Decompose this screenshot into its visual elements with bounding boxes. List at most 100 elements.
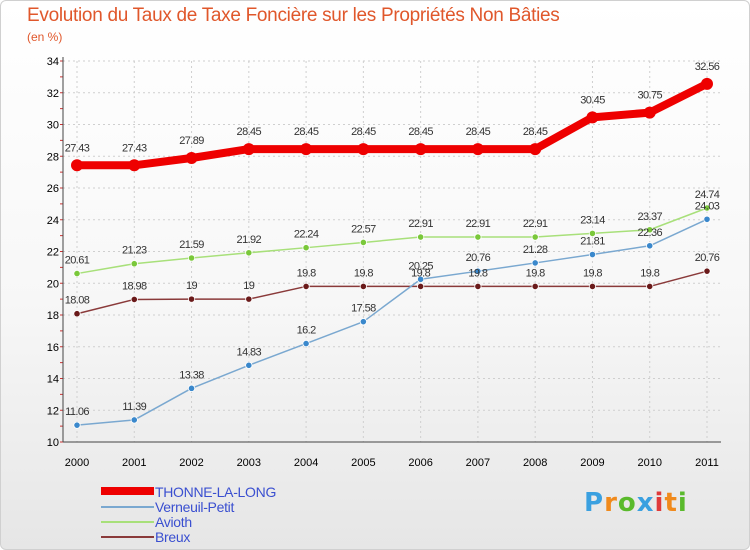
x-tick-label: 2007 xyxy=(466,457,490,469)
x-tick-label: 2006 xyxy=(408,457,432,469)
data-point xyxy=(302,244,310,252)
data-point xyxy=(646,242,654,250)
data-point xyxy=(187,295,196,303)
data-label: 17.58 xyxy=(351,303,376,315)
data-label: 13.38 xyxy=(179,369,204,381)
data-label: 18.98 xyxy=(122,280,147,292)
data-point xyxy=(646,226,654,234)
data-point xyxy=(703,215,711,223)
data-point xyxy=(187,254,196,262)
data-point xyxy=(302,282,310,291)
y-tick-label: 26 xyxy=(47,183,59,195)
y-tick-label: 12 xyxy=(47,405,59,417)
legend-label-0: THONNE-LA-LONG xyxy=(155,484,277,500)
data-point xyxy=(128,159,141,172)
data-point xyxy=(531,233,539,241)
data-label: 22.91 xyxy=(466,218,491,230)
data-label: 19.8 xyxy=(640,267,659,279)
data-label: 27.89 xyxy=(179,135,204,147)
data-point xyxy=(71,159,83,172)
data-label: 19 xyxy=(186,280,198,292)
data-label: 19.8 xyxy=(583,267,602,279)
data-point xyxy=(588,250,597,259)
series-line-3 xyxy=(76,270,708,315)
data-label: 28.45 xyxy=(466,126,491,138)
x-tick-label: 2002 xyxy=(179,457,203,469)
chart-subtitle: (en %) xyxy=(27,30,63,44)
data-label: 21.92 xyxy=(237,234,262,246)
data-label: 20.76 xyxy=(466,252,491,264)
data-point xyxy=(245,361,253,369)
data-label: 19.8 xyxy=(468,267,487,279)
x-tick-label: 2010 xyxy=(637,457,661,469)
data-label: 19.8 xyxy=(297,267,316,279)
data-label: 20.76 xyxy=(695,252,720,264)
data-point xyxy=(586,111,599,124)
data-point xyxy=(531,259,539,267)
logo-letter: o xyxy=(617,488,637,518)
data-point xyxy=(646,282,654,291)
data-label: 19.8 xyxy=(354,267,373,279)
data-point xyxy=(703,204,711,212)
data-point xyxy=(643,106,656,119)
data-point xyxy=(130,260,138,268)
data-label: 30.75 xyxy=(637,90,662,102)
logo-letter: r xyxy=(604,488,618,518)
data-label: 22.91 xyxy=(523,218,548,230)
data-label: 24.74 xyxy=(695,189,720,201)
data-point xyxy=(300,143,313,156)
data-point xyxy=(187,384,196,392)
data-point xyxy=(474,233,482,241)
logo-letter: P xyxy=(584,488,605,518)
logo-letter: x xyxy=(636,488,655,518)
proxiti-logo: Proxiti xyxy=(584,488,688,518)
data-point xyxy=(130,416,138,424)
x-tick-label: 2000 xyxy=(65,457,89,469)
data-point xyxy=(531,282,539,291)
logo-letter: i xyxy=(654,488,665,518)
legend-label-3: Breux xyxy=(155,529,191,545)
y-tick-label: 24 xyxy=(47,215,59,227)
x-tick-label: 2011 xyxy=(695,457,719,469)
data-label: 24.03 xyxy=(695,200,720,212)
data-point xyxy=(245,295,253,303)
series-line-2 xyxy=(76,207,708,275)
data-label: 21.28 xyxy=(523,244,548,256)
data-point xyxy=(588,282,597,291)
data-label: 30.45 xyxy=(580,94,605,106)
y-tick-label: 32 xyxy=(47,88,59,100)
chart-title: Evolution du Taux de Taxe Foncière sur l… xyxy=(27,5,560,26)
data-point xyxy=(701,77,713,90)
y-tick-label: 16 xyxy=(47,342,59,354)
x-tick-label: 2001 xyxy=(122,457,146,469)
data-label: 22.24 xyxy=(294,229,319,241)
legend-swatch-1 xyxy=(101,506,154,508)
data-label: 23.14 xyxy=(580,214,605,226)
data-point xyxy=(414,143,427,156)
data-point xyxy=(245,249,253,257)
y-tick-label: 28 xyxy=(47,151,59,163)
data-label: 19.8 xyxy=(411,267,430,279)
data-label: 16.2 xyxy=(297,325,316,337)
data-point xyxy=(357,143,370,156)
x-tick-label: 2004 xyxy=(294,457,318,469)
y-tick-label: 30 xyxy=(47,120,59,132)
data-point xyxy=(73,269,81,278)
data-label: 28.45 xyxy=(351,126,376,138)
data-label: 20.61 xyxy=(65,255,90,267)
legend-swatch-2 xyxy=(101,521,154,523)
data-point xyxy=(471,143,484,156)
data-point xyxy=(185,151,198,164)
data-point xyxy=(703,267,711,275)
data-label: 22.36 xyxy=(637,227,662,239)
series-line-1 xyxy=(76,218,708,426)
data-point xyxy=(130,295,138,304)
data-label: 11.06 xyxy=(65,406,89,418)
data-label: 28.45 xyxy=(523,126,548,138)
data-label: 20.25 xyxy=(408,260,433,272)
data-label: 21.59 xyxy=(179,239,204,251)
y-tick-label: 22 xyxy=(47,247,59,259)
x-tick-label: 2009 xyxy=(580,457,604,469)
